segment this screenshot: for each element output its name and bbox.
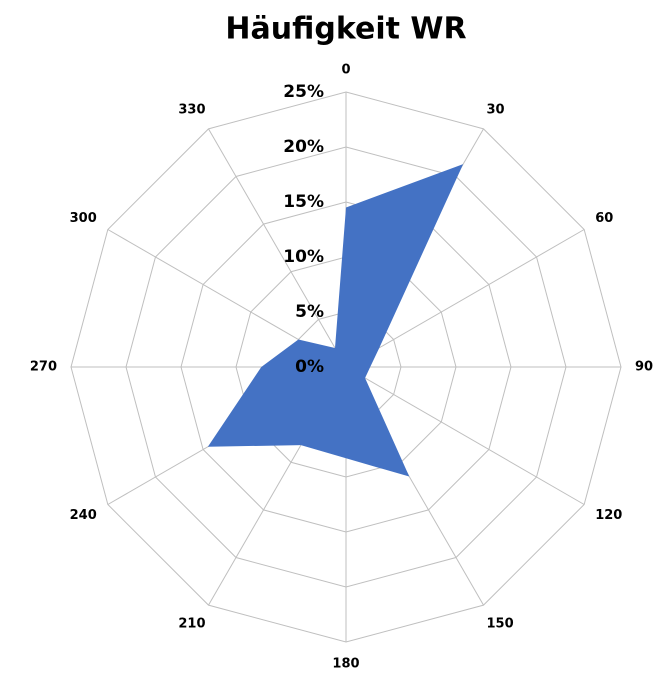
area (207, 164, 464, 477)
category-label: 330 (178, 102, 205, 117)
chart-title: Häufigkeit WR (225, 12, 466, 47)
spoke (345, 366, 585, 505)
category-label: 60 (595, 211, 613, 226)
category-label: 30 (487, 102, 505, 117)
y-tick-label: 5% (295, 302, 324, 322)
category-label: 0 (341, 63, 350, 78)
category-label: 90 (635, 360, 653, 375)
y-tick-label: 10% (283, 247, 324, 267)
y-tick-label: 25% (283, 82, 324, 102)
category-label: 120 (595, 508, 622, 523)
category-label: 300 (70, 211, 97, 226)
spoke (345, 229, 585, 368)
category-label: 150 (487, 617, 514, 632)
category-label: 210 (178, 617, 205, 632)
y-tick-label: 0% (295, 357, 324, 377)
category-label: 180 (332, 657, 359, 672)
y-tick-label: 20% (283, 137, 324, 157)
spoke (208, 128, 347, 368)
y-tick-label: 15% (283, 192, 324, 212)
category-label: 240 (70, 508, 97, 523)
category-label: 270 (30, 360, 57, 375)
